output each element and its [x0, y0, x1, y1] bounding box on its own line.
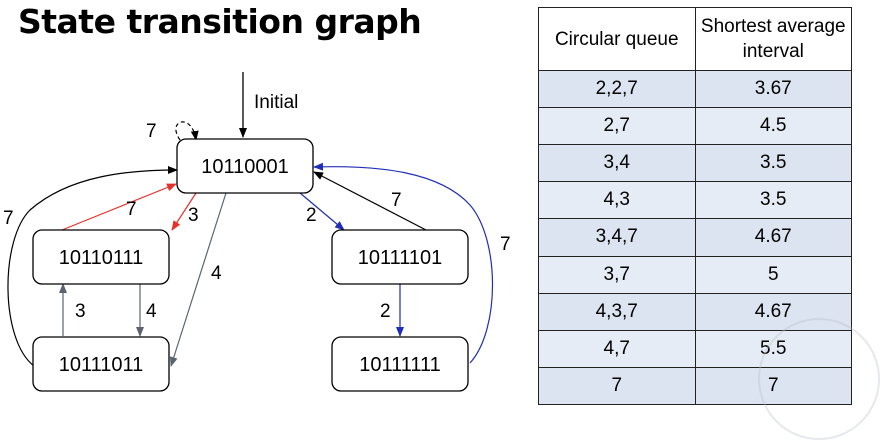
blue-down-label: 2 [306, 205, 317, 226]
node-left-bot: 10111011 [32, 336, 170, 392]
queue-cell: 7 [538, 366, 696, 406]
right-down-label: 2 [380, 301, 391, 322]
state-transition-graph: Initial 7 7 7 3 4 3 4 2 7 2 7 10110001 1… [3, 72, 511, 392]
header-circular-queue: Circular queue [538, 7, 696, 71]
node-right-bot: 10111111 [331, 336, 469, 392]
left-outer-edge [7, 166, 178, 367]
table-row: 3,4 3.5 [538, 144, 852, 183]
table-row: 2,7 4.5 [538, 107, 852, 146]
table-row: 2,2,7 3.67 [538, 69, 852, 109]
node-root-label: 10110001 [201, 156, 289, 178]
black-back-edge [313, 171, 427, 231]
left-down-label: 4 [146, 301, 157, 322]
queue-cell: 2,2,7 [538, 69, 696, 109]
interval-cell: 3.5 [694, 181, 852, 220]
interval-cell: 3.67 [694, 69, 852, 109]
queue-cell: 4,3 [538, 181, 696, 220]
queue-cell: 4,7 [538, 329, 696, 368]
red-up-label: 7 [126, 199, 137, 220]
node-left-bot-label: 10111011 [59, 354, 144, 376]
blue-outer-edge [313, 162, 494, 364]
node-left-mid: 10110111 [32, 229, 170, 285]
table-row: 4,3,7 4.67 [538, 292, 852, 331]
node-root: 10110001 [176, 138, 314, 194]
blue-down-edge [299, 192, 345, 231]
table-row: 3,4,7 4.67 [538, 218, 852, 257]
self-loop-edge [175, 121, 199, 141]
table-row: 4,7 5.5 [538, 329, 852, 368]
self-loop-label: 7 [146, 121, 157, 142]
table-header-row: Circular queue Shortest average interval [538, 7, 852, 71]
queue-cell: 3,4,7 [538, 218, 696, 257]
gray-diag-label: 4 [211, 263, 222, 284]
node-right-mid: 10111101 [331, 229, 469, 285]
red-down-label: 3 [188, 205, 199, 226]
queue-cell: 2,7 [538, 107, 696, 146]
queue-cell: 3,7 [538, 255, 696, 294]
interval-cell: 4.67 [694, 218, 852, 257]
header-shortest-interval: Shortest average interval [694, 7, 852, 71]
node-right-mid-label: 10111101 [358, 247, 443, 269]
gray-diag-edge [169, 192, 227, 367]
queue-cell: 3,4 [538, 144, 696, 183]
node-left-mid-label: 10110111 [59, 247, 144, 269]
table-row: 3,7 5 [538, 255, 852, 294]
interval-cell: 5.5 [694, 329, 852, 368]
page-title: State transition graph [18, 2, 422, 41]
interval-cell: 4.5 [694, 107, 852, 146]
interval-cell: 5 [694, 255, 852, 294]
black-back-label: 7 [391, 190, 402, 211]
red-up-edge [61, 183, 177, 231]
interval-cell: 7 [694, 366, 852, 406]
blue-outer-label: 7 [500, 234, 511, 255]
queue-interval-table: Circular queue Shortest average interval… [538, 7, 852, 406]
initial-label: Initial [254, 92, 298, 113]
table-row: 4,3 3.5 [538, 181, 852, 220]
red-down-edge [171, 192, 197, 231]
node-right-bot-label: 10111111 [359, 354, 441, 376]
left-up-label: 3 [75, 301, 86, 322]
interval-cell: 3.5 [694, 144, 852, 183]
left-outer-label: 7 [3, 208, 14, 229]
queue-cell: 4,3,7 [538, 292, 696, 331]
interval-cell: 4.67 [694, 292, 852, 331]
